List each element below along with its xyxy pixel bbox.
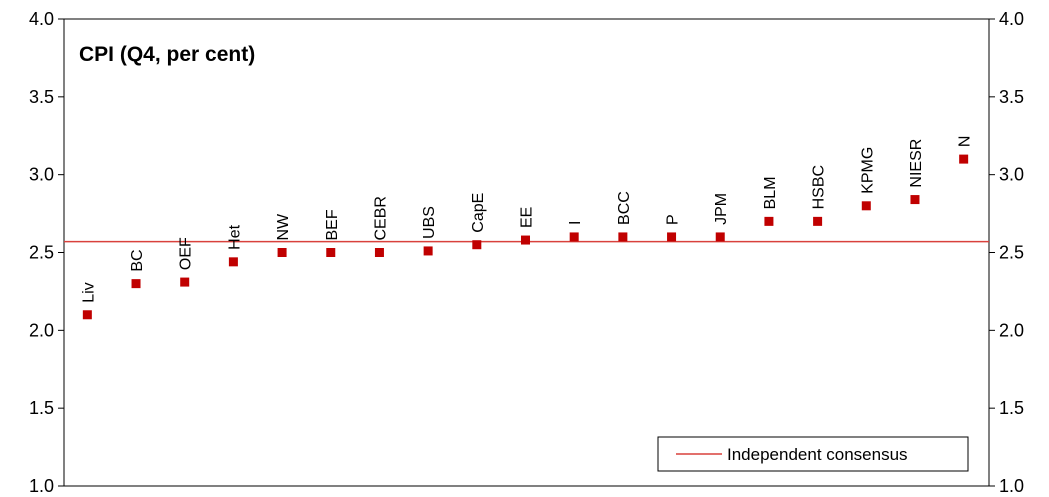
point-label: EE	[519, 207, 536, 228]
left-tick-label: 2.0	[29, 320, 54, 340]
data-point	[715, 232, 725, 242]
data-point	[374, 248, 384, 257]
point-labels: Liv BC OEF Het NW BEF CEBR UBS CapE EE I BCC P JPM BLM…	[80, 136, 973, 303]
data-point	[423, 246, 433, 256]
point-label: BC	[129, 249, 146, 271]
right-axis-ticks: 1.0 1.5 2.0 2.5 3.0 3.5 4.0	[989, 9, 1024, 496]
plot-frame	[63, 18, 990, 487]
point-label: BEF	[324, 209, 341, 240]
point-label: NIESR	[908, 139, 925, 188]
data-point	[180, 277, 190, 287]
left-tick-label: 2.5	[29, 243, 54, 263]
legend: Independent consensus	[657, 436, 969, 472]
data-point	[861, 201, 871, 211]
right-tick-label: 2.0	[999, 320, 1024, 340]
data-point	[813, 216, 823, 226]
point-label: CapE	[470, 193, 487, 233]
left-tick-label: 1.0	[29, 476, 54, 496]
point-label: OEF	[178, 237, 195, 270]
point-label: CEBR	[372, 196, 389, 240]
point-label: N	[957, 136, 974, 148]
data-point	[618, 232, 628, 242]
point-label: Het	[226, 224, 243, 249]
right-tick-label: 1.5	[999, 398, 1024, 418]
right-tick-label: 1.0	[999, 476, 1024, 496]
point-label: I	[567, 220, 584, 224]
data-point	[521, 235, 530, 245]
point-label: JPM	[713, 193, 730, 225]
data-point	[82, 310, 92, 320]
point-label: HSBC	[811, 165, 828, 209]
left-tick-label: 3.0	[29, 165, 54, 185]
data-point	[472, 240, 482, 250]
data-point	[959, 154, 969, 164]
chart-title: CPI (Q4, per cent)	[79, 43, 255, 66]
data-points	[82, 154, 969, 320]
left-tick-label: 4.0	[29, 9, 54, 29]
data-point	[228, 257, 238, 267]
left-tick-label: 1.5	[29, 398, 54, 418]
left-axis-ticks: 1.0 1.5 2.0 2.5 3.0 3.5 4.0	[29, 9, 64, 496]
point-label: KPMG	[859, 147, 876, 194]
data-point	[667, 232, 677, 242]
data-point	[326, 248, 336, 257]
data-point	[569, 232, 579, 242]
point-label: NW	[275, 213, 292, 241]
point-label: Liv	[80, 282, 97, 302]
point-label: UBS	[421, 206, 438, 239]
right-tick-label: 2.5	[999, 243, 1024, 263]
point-label: BCC	[616, 191, 633, 225]
data-point	[131, 279, 141, 289]
point-label: P	[665, 214, 682, 225]
right-tick-label: 3.0	[999, 165, 1024, 185]
data-point	[277, 248, 287, 257]
point-label: BLM	[762, 176, 779, 209]
left-tick-label: 3.5	[29, 87, 54, 107]
data-point	[910, 195, 920, 205]
right-tick-label: 4.0	[999, 9, 1024, 29]
right-tick-label: 3.5	[999, 87, 1024, 107]
data-point	[764, 216, 774, 226]
legend-label: Independent consensus	[727, 445, 908, 464]
